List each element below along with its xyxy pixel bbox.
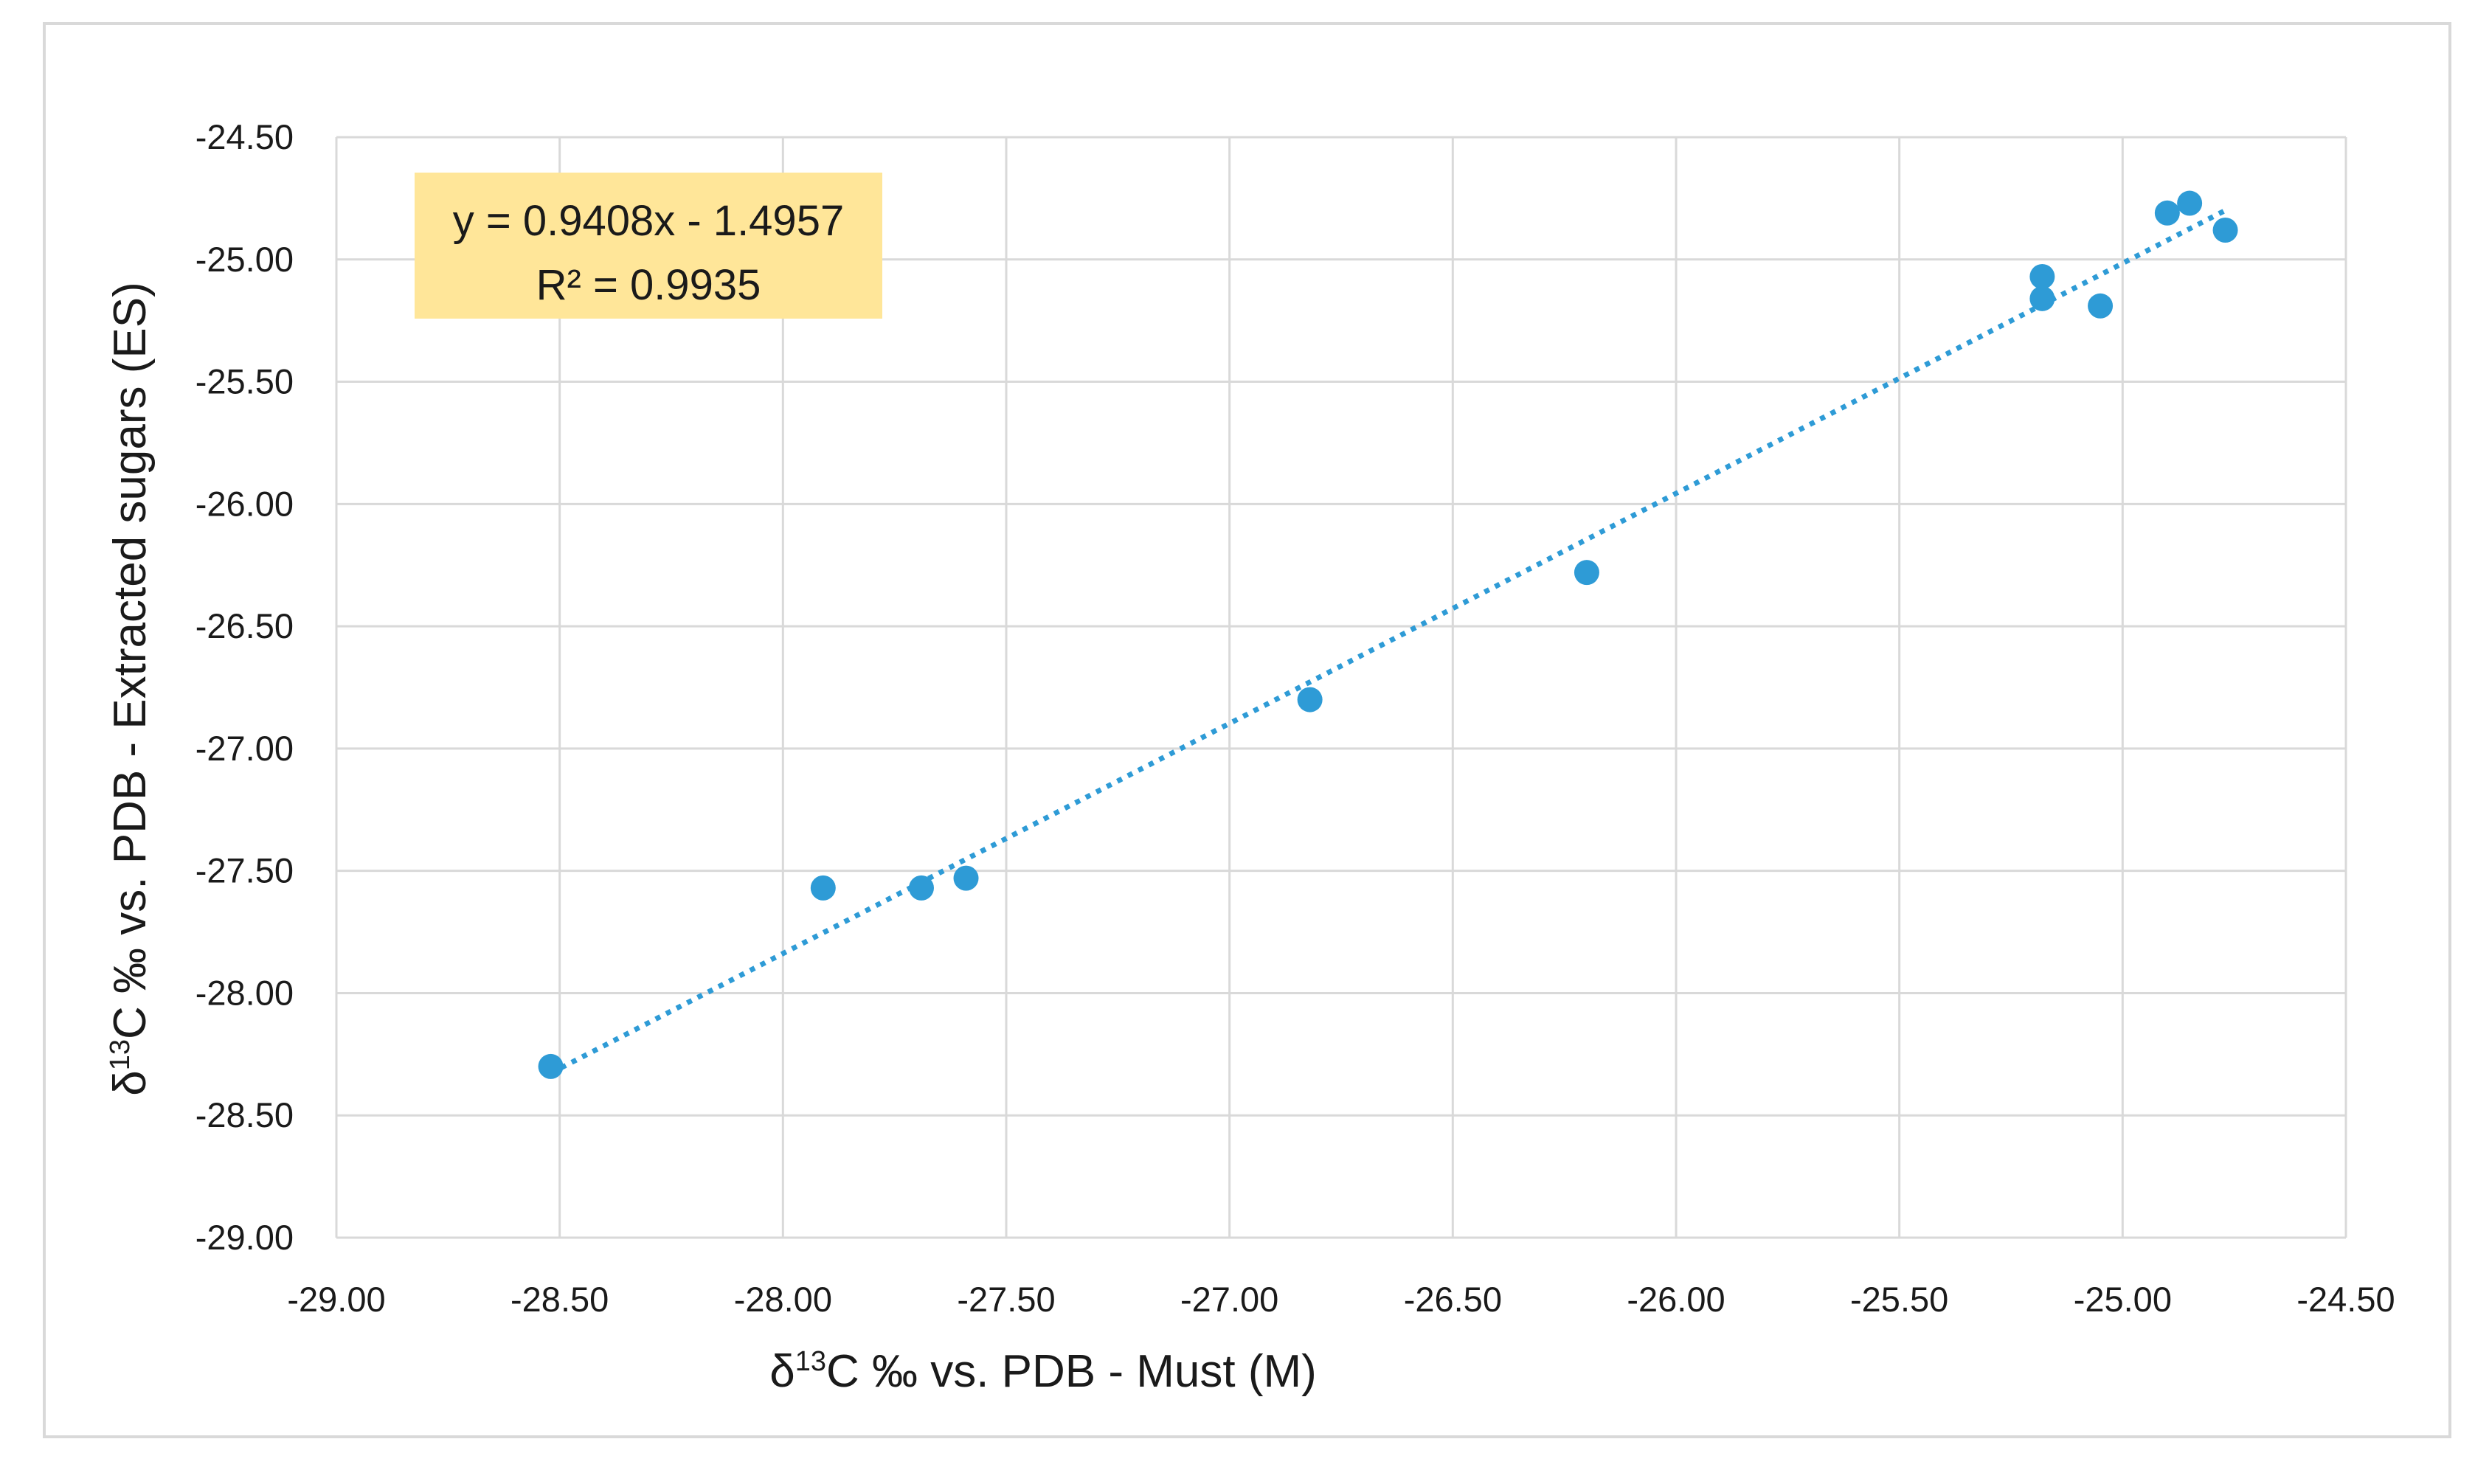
trendline-equation-box: y = 0.9408x - 1.4957 R² = 0.9935 (415, 173, 882, 319)
tick-labels: -29.00 -28.50 -28.00 -27.50 -27.00 -26.50 -26.… (195, 117, 2395, 1319)
y-tick-label: -25.50 (195, 362, 294, 401)
x-tick-label: -28.00 (734, 1280, 832, 1319)
data-point (1297, 687, 1323, 712)
data-point (2088, 293, 2114, 319)
x-tick-label: -26.00 (1627, 1280, 1725, 1319)
scatter-chart: -29.00 -28.50 -28.00 -27.50 -27.00 -26.50 -26.… (105, 117, 2395, 1397)
x-tick-label: -27.00 (1180, 1280, 1278, 1319)
data-point (538, 1053, 564, 1079)
grid-lines (335, 136, 2347, 1239)
equation-background (415, 173, 882, 319)
r-squared-label: R² = 0.9935 (536, 261, 761, 309)
data-point (2212, 217, 2238, 243)
x-tick-label: -27.50 (957, 1280, 1055, 1319)
trendline (549, 208, 2227, 1076)
trendline-equation: y = 0.9408x - 1.4957 (453, 197, 844, 245)
x-tick-label: -25.50 (1850, 1280, 1948, 1319)
data-point (2029, 285, 2055, 311)
data-point (1574, 560, 1599, 586)
x-tick-label: -24.50 (2296, 1280, 2395, 1319)
y-axis-title: δ13C ‰ vs. PDB - Extracted sugars (ES) (105, 282, 156, 1096)
data-point (2154, 200, 2180, 226)
y-tick-label: -27.50 (195, 851, 294, 890)
x-tick-label: -26.50 (1404, 1280, 1502, 1319)
y-tick-label: -25.00 (195, 240, 294, 279)
y-tick-label: -28.00 (195, 973, 294, 1012)
y-tick-label: -28.50 (195, 1095, 294, 1134)
y-tick-label: -26.50 (195, 606, 294, 645)
data-point (810, 875, 836, 901)
trendline-layer (549, 208, 2227, 1076)
data-point (2029, 263, 2055, 289)
x-tick-label: -25.00 (2074, 1280, 2172, 1319)
chart-frame: -29.00 -28.50 -28.00 -27.50 -27.00 -26.50 -26.… (43, 22, 2451, 1438)
y-tick-label: -27.00 (195, 729, 294, 768)
y-tick-label: -29.00 (195, 1218, 294, 1257)
x-tick-label: -28.50 (510, 1280, 609, 1319)
data-point (953, 865, 979, 891)
data-point (2177, 190, 2203, 216)
y-tick-label: -24.50 (195, 117, 294, 156)
x-axis-title: δ13C ‰ vs. PDB - Must (M) (769, 1346, 1317, 1397)
y-tick-label: -26.00 (195, 484, 294, 523)
data-points (538, 190, 2238, 1079)
data-point (908, 875, 934, 901)
x-tick-label: -29.00 (287, 1280, 385, 1319)
